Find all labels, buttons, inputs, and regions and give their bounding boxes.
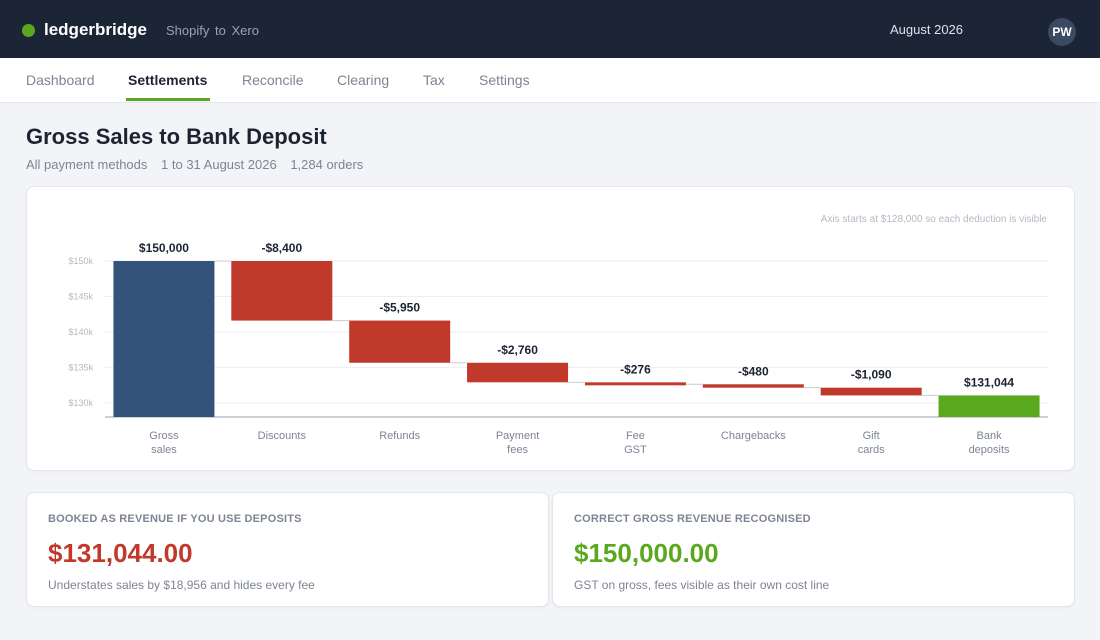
deduction-bar xyxy=(467,362,569,383)
waterfall-chart: Axis starts at $128,000 so each deductio… xyxy=(68,214,1048,456)
x-category-label: Fee xyxy=(626,430,645,442)
deduction-bar xyxy=(820,387,922,396)
x-category-label: GST xyxy=(624,444,647,456)
user-avatar[interactable]: PW xyxy=(1048,18,1076,46)
y-tick-label: $150k xyxy=(68,256,93,266)
tab-clearing[interactable]: Clearing xyxy=(337,72,390,88)
x-category-label: Gross xyxy=(149,430,179,442)
y-tick-label: $135k xyxy=(68,362,93,372)
deposits-revenue-value: $131,044.00 xyxy=(48,538,193,568)
bar-value-label: -$8,400 xyxy=(261,241,302,255)
tab-settlements[interactable]: Settlements xyxy=(128,72,208,88)
waterfall-chart-card: Axis starts at $128,000 so each deductio… xyxy=(26,186,1075,471)
integration-connector: to xyxy=(215,23,226,38)
tab-settings[interactable]: Settings xyxy=(479,72,530,88)
bar-value-label: $150,000 xyxy=(139,241,189,255)
integration-label: Shopify to Xero xyxy=(166,23,259,38)
order-count: 1,284 orders xyxy=(290,157,364,172)
deposits-revenue-note: Understates sales by $18,956 and hides e… xyxy=(48,578,315,592)
deposits-revenue-label: BOOKED AS REVENUE IF YOU USE DEPOSITS xyxy=(48,513,302,525)
gross-revenue-note: GST on gross, fees visible as their own … xyxy=(574,578,830,592)
x-category-label: Discounts xyxy=(258,430,307,442)
active-tab-indicator xyxy=(126,98,210,101)
gross-sales-bar xyxy=(113,261,215,417)
x-category-label: Refunds xyxy=(379,430,420,442)
x-category-label: fees xyxy=(507,444,528,456)
app-name[interactable]: ledgerbridge xyxy=(44,20,147,39)
date-range: 1 to 31 August 2026 xyxy=(161,157,277,172)
y-tick-label: $145k xyxy=(68,291,93,301)
x-category-label: Bank xyxy=(977,430,1003,442)
bar-value-label: $131,044 xyxy=(964,375,1014,389)
bar-value-label: -$5,950 xyxy=(379,301,420,315)
top-bar: ledgerbridge Shopify to Xero August 2026… xyxy=(0,0,1100,58)
integration-source: Shopify xyxy=(166,23,210,38)
y-tick-label: $140k xyxy=(68,327,93,337)
bank-deposits-bar xyxy=(938,395,1040,417)
deduction-bar xyxy=(702,384,804,388)
bar-value-label: -$276 xyxy=(620,362,651,376)
y-tick-label: $130k xyxy=(68,398,93,408)
deduction-bar xyxy=(231,261,333,321)
x-category-label: Gift xyxy=(863,430,880,442)
x-category-label: cards xyxy=(858,444,885,456)
tab-tax[interactable]: Tax xyxy=(423,72,445,88)
gross-revenue-card: CORRECT GROSS REVENUE RECOGNISED $150,00… xyxy=(552,492,1075,607)
x-category-label: Payment xyxy=(496,430,539,442)
gross-revenue-value: $150,000.00 xyxy=(574,538,719,568)
payment-method-filter: All payment methods xyxy=(26,157,148,172)
deduction-bar xyxy=(584,382,686,386)
tab-reconcile[interactable]: Reconcile xyxy=(242,72,304,88)
integration-target: Xero xyxy=(231,23,259,38)
bar-value-label: -$480 xyxy=(738,364,769,378)
deposits-revenue-card: BOOKED AS REVENUE IF YOU USE DEPOSITS $1… xyxy=(26,492,549,607)
x-category-label: Chargebacks xyxy=(721,430,786,442)
tab-dashboard[interactable]: Dashboard xyxy=(26,72,95,88)
bar-value-label: -$1,090 xyxy=(851,368,892,382)
bar-value-label: -$2,760 xyxy=(497,343,538,357)
x-category-label: deposits xyxy=(969,444,1010,456)
gross-revenue-label: CORRECT GROSS REVENUE RECOGNISED xyxy=(574,513,811,525)
page-subtitle: All payment methods 1 to 31 August 2026 … xyxy=(26,157,373,172)
main-nav: Dashboard Settlements Reconcile Clearing… xyxy=(0,58,1100,103)
x-category-label: sales xyxy=(151,444,177,456)
brand-logo-icon xyxy=(22,24,35,37)
chart-axis-note: Axis starts at $128,000 so each deductio… xyxy=(821,214,1048,225)
period-selector[interactable]: August 2026 xyxy=(890,22,964,37)
deduction-bar xyxy=(349,320,451,363)
page-title: Gross Sales to Bank Deposit xyxy=(26,124,327,149)
